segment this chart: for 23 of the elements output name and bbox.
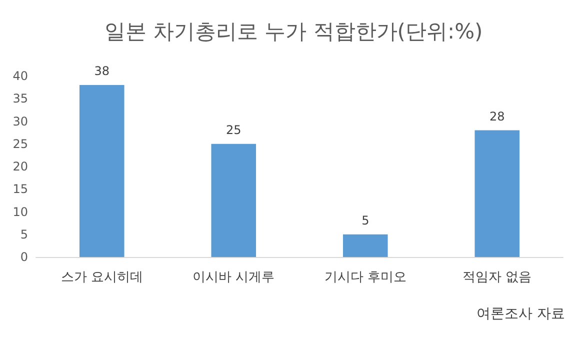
text: 여론조사 자료 xyxy=(476,306,566,322)
y-tick-label: 40 xyxy=(12,69,28,83)
data-label: 5 xyxy=(362,213,370,228)
bar xyxy=(342,234,388,257)
data-label: 25 xyxy=(226,122,242,137)
y-tick-label: 15 xyxy=(12,182,28,196)
y-tick-label: 25 xyxy=(12,136,28,151)
x-tick-label: 스가 요시히데 xyxy=(60,270,143,285)
y-tick-label: 20 xyxy=(12,160,28,174)
x-tick-label: 적임자 없음 xyxy=(462,270,532,285)
bar xyxy=(211,144,256,257)
x-tick-label: 이시바 시게루 xyxy=(192,270,275,285)
bar xyxy=(474,130,520,257)
y-tick-label: 35 xyxy=(12,92,28,106)
y-tick-label: 5 xyxy=(20,227,28,242)
bar xyxy=(79,85,124,257)
y-tick-label: 10 xyxy=(12,204,28,219)
data-label: 28 xyxy=(489,109,505,124)
data-label: 38 xyxy=(94,64,110,78)
x-tick-label: 기시다 후미오 xyxy=(324,270,406,285)
y-tick-label: 0 xyxy=(20,250,28,264)
chart-title: 일본 차기총리로 누가 적합한가(단위:%) xyxy=(104,20,483,44)
y-tick-label: 30 xyxy=(12,114,28,128)
